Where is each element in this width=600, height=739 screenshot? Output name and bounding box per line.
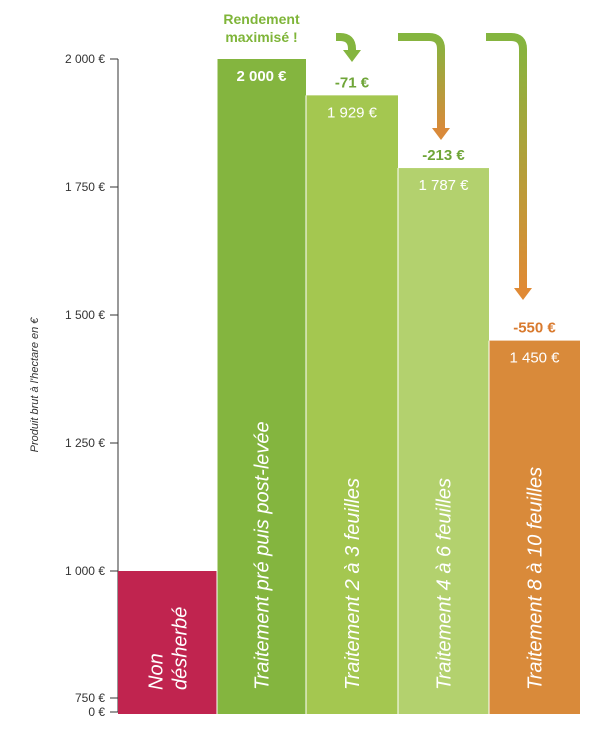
value-label: 2 000 € [236, 68, 287, 85]
y-tick-label: 1 500 € [65, 308, 105, 322]
y-tick-label: 1 250 € [65, 436, 105, 450]
bar-label-group: Traitement pré puis post-levée [252, 421, 274, 690]
y-tick-label: 750 € [75, 691, 105, 705]
bar-label-group: Traitement 8 à 10 feuilles [525, 467, 547, 690]
value-label: 1 929 € [327, 104, 378, 121]
arrows [336, 33, 532, 300]
arrow-1 [336, 33, 356, 52]
delta-label: -71 € [335, 74, 370, 91]
value-label: 1 787 € [418, 177, 469, 194]
delta-label: -213 € [422, 147, 465, 164]
arrow-2 [398, 33, 445, 130]
bar-label-group: Traitement 2 à 3 feuilles [342, 478, 364, 690]
y-axis-title: Produit brut à l'hectare en € [29, 317, 41, 453]
bar-label: Traitement 8 à 10 feuilles [525, 467, 547, 690]
y-tick-label: 2 000 € [65, 52, 105, 66]
bar-label: Traitement pré puis post-levée [252, 421, 274, 690]
bar-label: désherbé [170, 607, 192, 690]
arrow-3 [486, 33, 527, 290]
bar [217, 59, 306, 714]
bar-label: Non [146, 653, 168, 690]
annotation-text: maximisé ! [225, 29, 297, 45]
bars [118, 59, 580, 715]
bar-label: Traitement 4 à 6 feuilles [434, 478, 456, 690]
bar-label: Traitement 2 à 3 feuilles [342, 478, 364, 690]
y-tick-label: 1 750 € [65, 180, 105, 194]
arrow-1-head [343, 50, 361, 62]
value-label: 1 450 € [509, 350, 560, 367]
arrow-3-head [514, 288, 532, 300]
arrow-2-head [432, 128, 450, 140]
bar [118, 571, 217, 714]
delta-label: -550 € [513, 320, 556, 337]
annotation-text: Rendement [223, 11, 300, 27]
bar [306, 95, 398, 715]
y-tick-label: 1 000 € [65, 564, 105, 578]
y-tick-label: 0 € [88, 705, 105, 719]
bar-label-group: Non désherbé [146, 607, 192, 690]
bar [489, 340, 580, 714]
bar [398, 168, 489, 714]
labels: Non désherbé Traitement pré puis post-levé… [146, 11, 561, 690]
bar-label-group: Traitement 4 à 6 feuilles [434, 478, 456, 690]
